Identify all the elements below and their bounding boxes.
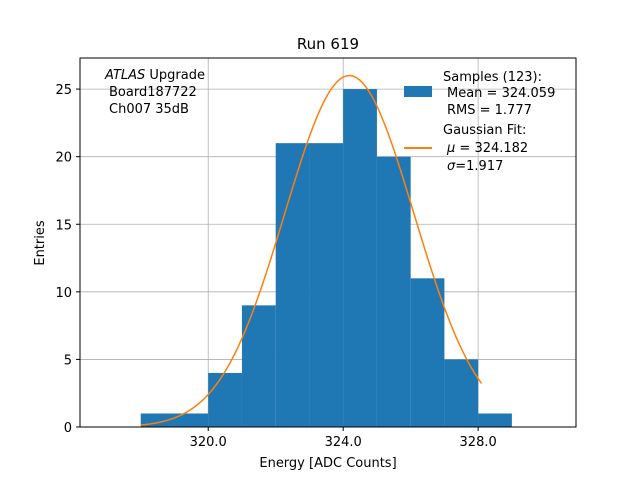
legend-histogram-swatch (404, 86, 432, 97)
histogram-bar-10 (478, 413, 512, 427)
atlas-annotation: ATLAS Upgrade Board187722 Ch007 35dB (104, 68, 205, 117)
histogram-bar-6 (343, 89, 377, 427)
histogram-bar-7 (376, 156, 411, 427)
svg-text:ATLAS Upgrade: ATLAS Upgrade (104, 68, 205, 83)
gaussian-fit-curve (140, 74, 483, 426)
annotation-channel: Ch007 35dB (109, 102, 189, 117)
svg-text:μ = 324.182: μ = 324.182 (446, 141, 528, 156)
legend-mean-line: Mean = 324.059 (447, 86, 555, 101)
plot-area: 320.0 324.0 328.0 0 5 10 15 20 25 (55, 57, 577, 450)
histogram-bar-8 (410, 278, 445, 427)
histogram-bar-4 (275, 143, 310, 427)
chart-title: Run 619 (297, 35, 359, 53)
legend-samples-line: Samples (123): (443, 70, 542, 85)
legend-mu-symbol: μ (446, 141, 455, 156)
axes-frame (79, 57, 577, 428)
histogram-bar-1 (174, 413, 209, 427)
annotation-upgrade: Upgrade (145, 68, 205, 83)
legend-rms-line: RMS = 1.777 (447, 103, 532, 118)
histogram-bar-3 (241, 305, 276, 427)
legend: Samples (123): Mean = 324.059 RMS = 1.77… (404, 70, 555, 174)
y-axis-label: Entries (33, 220, 48, 266)
legend-sigma-symbol: σ (447, 159, 456, 174)
annotation-board: Board187722 (109, 85, 197, 100)
x-tick-label-1: 324.0 (325, 435, 362, 450)
y-axis-ticks: 0 5 10 15 20 25 (55, 83, 80, 436)
y-tick-label-4: 20 (55, 151, 72, 166)
x-tick-label-0: 320.0 (190, 435, 227, 450)
x-axis-ticks: 320.0 324.0 328.0 (190, 427, 497, 450)
y-tick-label-2: 10 (55, 286, 72, 301)
y-tick-label-3: 15 (55, 218, 72, 233)
histogram-bar-5 (309, 143, 344, 427)
x-axis-label: Energy [ADC Counts] (259, 456, 396, 471)
y-tick-label-5: 25 (55, 83, 72, 98)
histogram-bars (140, 89, 512, 427)
histogram-bar-2 (208, 372, 242, 427)
annotation-atlas-italic: ATLAS (104, 68, 145, 83)
legend-sigma-value: =1.917 (455, 159, 503, 174)
legend-gaussian-line: Gaussian Fit: (443, 123, 526, 138)
y-tick-label-0: 0 (64, 421, 72, 436)
x-tick-label-2: 328.0 (460, 435, 497, 450)
svg-text:σ=1.917: σ=1.917 (447, 159, 503, 174)
legend-mu-value: = 324.182 (455, 141, 528, 156)
y-tick-label-1: 5 (64, 353, 72, 368)
